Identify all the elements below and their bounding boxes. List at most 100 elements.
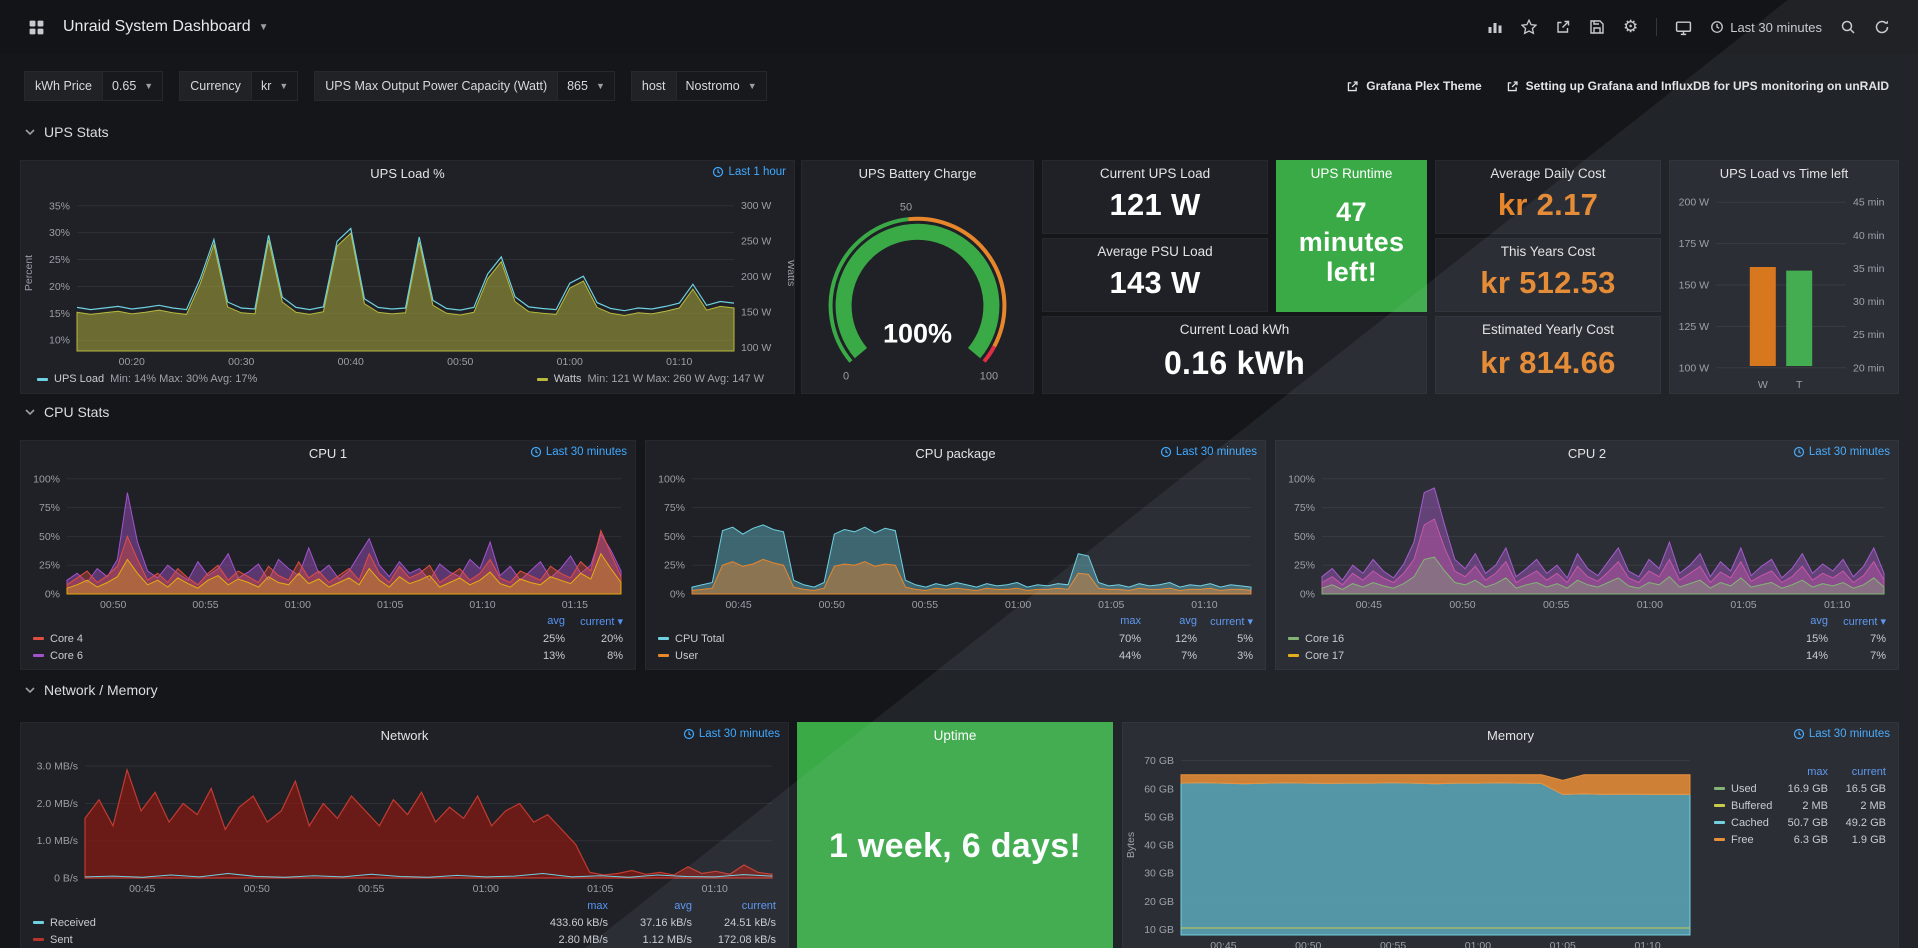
panel-title[interactable]: UPS Battery Charge — [858, 165, 977, 181]
panel-title[interactable]: Average PSU Load — [1097, 244, 1213, 259]
save-button[interactable] — [1581, 12, 1613, 42]
legend-series-name[interactable]: Used — [1731, 782, 1757, 795]
svg-text:100%: 100% — [883, 319, 952, 349]
panel-title[interactable]: Memory — [1487, 727, 1534, 743]
legend-row[interactable]: Sent 2.80 MB/s 1.12 MB/s 172.08 kB/s — [33, 931, 776, 948]
panel-title[interactable]: Network — [380, 727, 429, 743]
cycle-view-button[interactable] — [1667, 12, 1700, 43]
panel-time-range[interactable]: Last 30 minutes — [1793, 446, 1890, 458]
dashboard-title[interactable]: Unraid System Dashboard — [63, 18, 251, 35]
legend-row[interactable]: Core 16 15% 7% — [1288, 630, 1886, 647]
svg-text:100 W: 100 W — [741, 342, 771, 354]
panel-title[interactable]: Current Load kWh — [1179, 322, 1290, 337]
panel-current-load-kwh: Current Load kWh 0.16 kWh — [1042, 316, 1427, 394]
variable-value-dropdown[interactable]: Nostromo ▼ — [675, 71, 767, 101]
legend-series-name[interactable]: CPU Total — [675, 632, 725, 645]
memory-chart[interactable]: 70 GB 60 GB 50 GB 40 GB 30 GB 20 GB 10 GB 00:45… — [1123, 747, 1702, 948]
legend-series-name[interactable]: Free — [1731, 833, 1754, 846]
section-ups-stats[interactable]: UPS Stats — [24, 124, 109, 140]
legend-column-header[interactable]: avg — [547, 615, 565, 627]
legend-column-header[interactable]: current ▾ — [1843, 616, 1886, 628]
legend-row[interactable]: User 44% 7% 3% — [658, 647, 1253, 664]
legend-row[interactable]: Core 4 25% 20% — [33, 630, 623, 647]
legend-series-name[interactable]: Core 4 — [50, 632, 84, 645]
ups-load-chart[interactable]: 35% 30% 25% 20% 15% 10% 300 W 250 W 200 W 150 W 10… — [21, 185, 794, 371]
legend-row[interactable]: Core 6 13% 8% — [33, 647, 623, 664]
legend-item[interactable]: UPS Load Min: 14% Max: 30% Avg: 17% — [37, 373, 257, 385]
panel-title[interactable]: CPU 1 — [308, 445, 348, 461]
variable-value-dropdown[interactable]: 865 ▼ — [557, 71, 615, 101]
panel-time-range[interactable]: Last 30 minutes — [530, 446, 627, 458]
legend-item[interactable]: Watts Min: 121 W Max: 260 W Avg: 147 W — [536, 373, 764, 385]
variable-value-dropdown[interactable]: 0.65 ▼ — [101, 71, 164, 101]
panel-title[interactable]: UPS Runtime — [1310, 166, 1393, 181]
legend-series-name[interactable]: Buffered — [1731, 799, 1773, 812]
panel-time-range[interactable]: Last 30 minutes — [683, 728, 780, 740]
ups-load-legend: UPS Load Min: 14% Max: 30% Avg: 17% Watts M… — [21, 371, 794, 393]
legend-row[interactable]: Cached 50.7 GB 49.2 GB — [1714, 814, 1886, 831]
panel-title[interactable]: Current UPS Load — [1099, 166, 1211, 181]
panel-time-range[interactable]: Last 1 hour — [712, 166, 786, 178]
svg-text:75%: 75% — [1294, 502, 1315, 514]
settings-button[interactable]: ⚙ — [1615, 12, 1646, 42]
legend-series-name[interactable]: User — [675, 649, 699, 662]
panel-title[interactable]: Estimated Yearly Cost — [1481, 322, 1615, 337]
legend-value: 70% — [1118, 632, 1141, 645]
share-button[interactable] — [1547, 12, 1579, 42]
add-panel-button[interactable] — [1479, 12, 1511, 42]
legend-row[interactable]: CPU Total 70% 12% 5% — [658, 630, 1253, 647]
refresh-button[interactable] — [1866, 12, 1898, 42]
panel-title[interactable]: CPU package — [915, 445, 996, 461]
panel-title[interactable]: This Years Cost — [1500, 244, 1596, 259]
legend-series-name[interactable]: Watts — [553, 373, 582, 385]
panel-title[interactable]: UPS Load % — [370, 165, 445, 181]
cpu-1-chart[interactable]: 100% 75% 50% 25% 0% 00:50 00:55 01:00 01:05 01:10… — [21, 465, 635, 612]
legend-series-name[interactable]: Core 17 — [1305, 649, 1345, 662]
panel-title[interactable]: UPS Load vs Time left — [1719, 165, 1849, 181]
legend-row[interactable]: Used 16.9 GB 16.5 GB — [1714, 780, 1886, 797]
legend-row[interactable]: Received 433.60 kB/s 37.16 kB/s 24.51 kB/s — [33, 914, 776, 931]
panel-title[interactable]: Uptime — [933, 728, 977, 743]
legend-column-header[interactable]: avg — [1179, 615, 1197, 627]
cpu-package-chart[interactable]: 100% 75% 50% 25% 0% 00:45 00:50 00:55 01:00 01:05… — [646, 465, 1265, 612]
legend-column-header[interactable]: avg — [674, 899, 692, 912]
legend-row[interactable]: Free 6.3 GB 1.9 GB — [1714, 831, 1886, 848]
time-range-button[interactable]: Last 30 minutes — [1702, 13, 1830, 42]
legend-column-header[interactable]: current — [1851, 765, 1886, 778]
legend-row[interactable]: Core 17 14% 7% — [1288, 647, 1886, 664]
legend-column-header[interactable]: max — [1120, 615, 1141, 627]
search-button[interactable] — [1832, 12, 1864, 42]
panel-time-range[interactable]: Last 30 minutes — [1160, 446, 1257, 458]
svg-text:100%: 100% — [658, 473, 685, 485]
panel-time-range[interactable]: Last 30 minutes — [1793, 728, 1890, 740]
section-cpu-stats[interactable]: CPU Stats — [24, 404, 109, 420]
legend-series-name[interactable]: Core 6 — [50, 649, 84, 662]
dashboard-grid-icon[interactable] — [20, 12, 53, 43]
panel-title[interactable]: CPU 2 — [1567, 445, 1607, 461]
legend-value: 16.5 GB — [1845, 782, 1886, 795]
legend-column-header[interactable]: current ▾ — [580, 616, 623, 628]
link-grafana-influxdb-guide[interactable]: Setting up Grafana and InfluxDB for UPS … — [1497, 73, 1898, 99]
legend-column-header[interactable]: current ▾ — [1210, 616, 1253, 628]
legend-series-name[interactable]: UPS Load — [54, 373, 105, 385]
panel-title[interactable]: Average Daily Cost — [1490, 166, 1606, 181]
legend-column-header[interactable]: current — [741, 899, 776, 912]
legend-series-name[interactable]: Core 16 — [1305, 632, 1345, 645]
variable-value-dropdown[interactable]: kr ▼ — [250, 71, 299, 101]
battery-charge-gauge[interactable]: 0 50 100 100% — [802, 185, 1033, 393]
legend-series-name[interactable]: Received — [50, 916, 96, 929]
legend-column-header[interactable]: max — [587, 899, 608, 912]
star-button[interactable] — [1513, 12, 1545, 42]
network-chart[interactable]: 3.0 MB/s 2.0 MB/s 1.0 MB/s 0 B/s 00:45 00:50 0… — [21, 747, 788, 896]
legend-series-color — [37, 377, 48, 381]
legend-column-header[interactable]: max — [1807, 765, 1828, 778]
legend-series-name[interactable]: Cached — [1731, 816, 1769, 829]
section-network-memory[interactable]: Network / Memory — [24, 682, 158, 698]
legend-row[interactable]: Buffered 2 MB 2 MB — [1714, 797, 1886, 814]
legend-column-header[interactable]: avg — [1810, 615, 1828, 627]
ups-load-vs-time-left-chart[interactable]: 200 W 175 W 150 W 125 W 100 W 45 min 40 min 35 … — [1670, 185, 1898, 393]
chevron-down-icon[interactable]: ▼ — [258, 21, 269, 33]
cpu-2-chart[interactable]: 100% 75% 50% 25% 0% 00:45 00:50 00:55 01:00 01:05… — [1276, 465, 1898, 612]
link-grafana-plex-theme[interactable]: Grafana Plex Theme — [1337, 73, 1490, 99]
legend-series-name[interactable]: Sent — [50, 933, 73, 946]
